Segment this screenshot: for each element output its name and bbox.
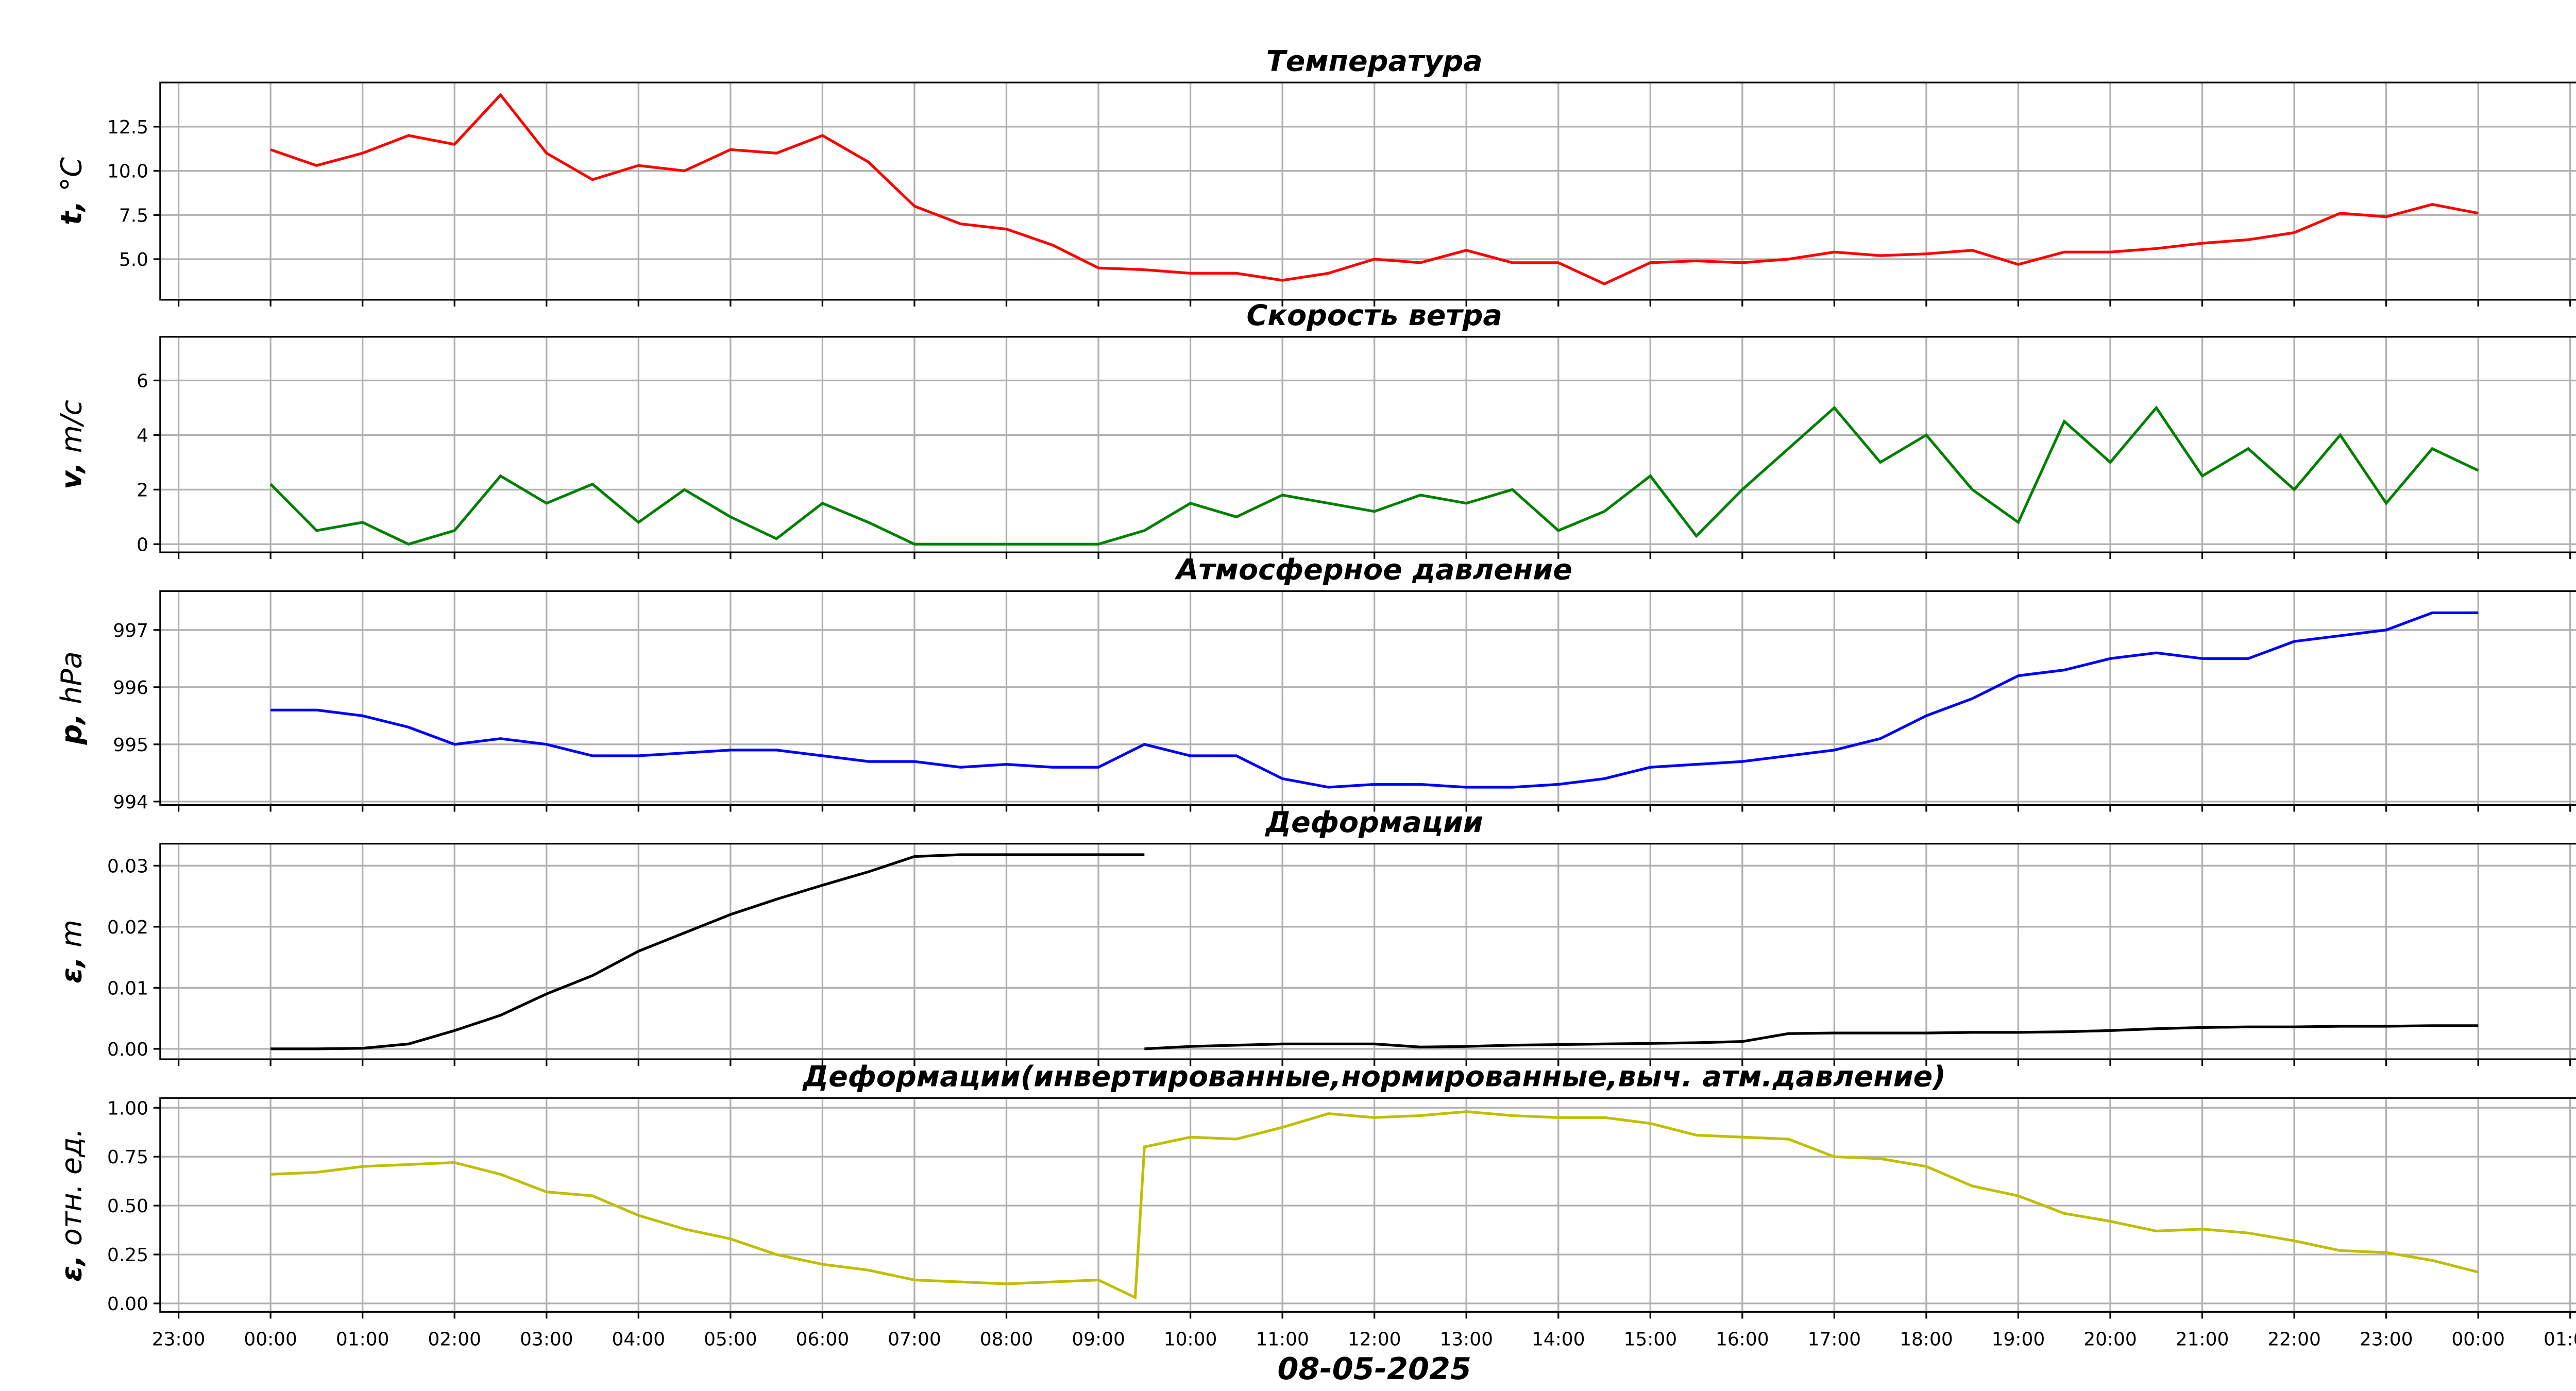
x-tick-label: 03:00 [520, 1329, 573, 1350]
x-tick-label: 08:00 [980, 1329, 1033, 1350]
plot-area [160, 82, 2576, 300]
x-tick-label: 19:00 [1992, 1329, 2045, 1350]
y-axis-label: ε, m [55, 920, 88, 983]
y-tick-label: 0.25 [107, 1245, 148, 1266]
y-tick-label: 10.0 [107, 161, 148, 182]
x-tick-label: 23:00 [152, 1329, 206, 1350]
y-tick-label: 12.5 [107, 117, 148, 138]
y-axis-label: p, hPa [55, 651, 88, 745]
data-line [270, 1110, 2479, 1300]
x-tick-label: 16:00 [1716, 1329, 1769, 1350]
chart-title: Скорость ветра [1246, 299, 1502, 332]
x-tick-label: 00:00 [2451, 1329, 2505, 1350]
x-tick-label: 21:00 [2176, 1329, 2229, 1350]
x-tick-label: 00:00 [244, 1329, 297, 1350]
y-tick-label: 996 [113, 677, 148, 699]
x-tick-label: 01:00 [336, 1329, 389, 1350]
chart-title: Атмосферное давление [1174, 553, 1572, 586]
y-tick-label: 6 [137, 371, 148, 392]
plot-frame [159, 590, 2576, 806]
x-tick-label: 10:00 [1164, 1329, 1217, 1350]
y-tick-label: 0.75 [107, 1147, 148, 1168]
plot-frame [159, 81, 2576, 301]
plot-frame [159, 1097, 2576, 1313]
plot-frame [159, 843, 2576, 1060]
plot-area [160, 843, 2576, 1060]
plot-area [160, 591, 2576, 805]
y-tick-label: 0.01 [107, 978, 148, 999]
x-tick-label: 04:00 [612, 1329, 666, 1350]
x-tick-label: 23:00 [2360, 1329, 2413, 1350]
plot-area [160, 336, 2576, 553]
x-tick-label: 17:00 [1808, 1329, 1861, 1350]
chart-title: Деформации(инвертированные,нормированные… [802, 1060, 1946, 1093]
plot-frame [159, 336, 2576, 553]
chart-title: Деформации [1265, 806, 1483, 839]
y-tick-label: 1.00 [107, 1098, 148, 1119]
y-tick-label: 7.5 [119, 205, 148, 226]
y-tick-label: 0 [137, 534, 148, 555]
x-tick-label: 18:00 [1900, 1329, 1953, 1350]
y-tick-label: 0.02 [107, 917, 148, 938]
x-tick-label: 15:00 [1624, 1329, 1677, 1350]
y-tick-label: 0.00 [107, 1039, 148, 1060]
x-tick-label: 05:00 [704, 1329, 757, 1350]
data-line [270, 611, 2479, 789]
y-axis-label: t, °C [55, 157, 88, 225]
x-tick-label: 01:00 [2544, 1329, 2576, 1350]
x-tick-label: 06:00 [796, 1329, 850, 1350]
x-tick-label: 09:00 [1072, 1329, 1125, 1350]
y-tick-label: 2 [137, 480, 148, 501]
y-tick-label: 995 [113, 735, 148, 756]
y-tick-label: 994 [113, 792, 148, 813]
data-line [270, 93, 2479, 285]
y-axis-label: ε, отн. ед. [55, 1128, 88, 1282]
y-tick-label: 0.50 [107, 1196, 148, 1217]
y-axis-label: v, m/c [55, 400, 88, 489]
x-tick-label: 13:00 [1439, 1329, 1493, 1350]
x-tick-label: 02:00 [428, 1329, 481, 1350]
x-tick-label: 22:00 [2267, 1329, 2321, 1350]
y-tick-label: 4 [137, 425, 148, 446]
x-tick-label: 12:00 [1348, 1329, 1401, 1350]
x-axis-label: 08-05-2025 [1278, 1351, 1471, 1386]
x-tick-label: 11:00 [1256, 1329, 1309, 1350]
y-tick-label: 0.00 [107, 1294, 148, 1315]
data-line [269, 405, 2479, 546]
y-tick-label: 0.03 [107, 856, 148, 877]
y-tick-label: 5.0 [119, 249, 148, 270]
x-tick-label: 20:00 [2083, 1329, 2137, 1350]
data-line [270, 853, 2479, 1050]
x-tick-label: 07:00 [888, 1329, 941, 1350]
y-tick-label: 997 [113, 620, 148, 641]
x-tick-label: 14:00 [1532, 1329, 1585, 1350]
chart-title: Температура [1266, 44, 1483, 78]
